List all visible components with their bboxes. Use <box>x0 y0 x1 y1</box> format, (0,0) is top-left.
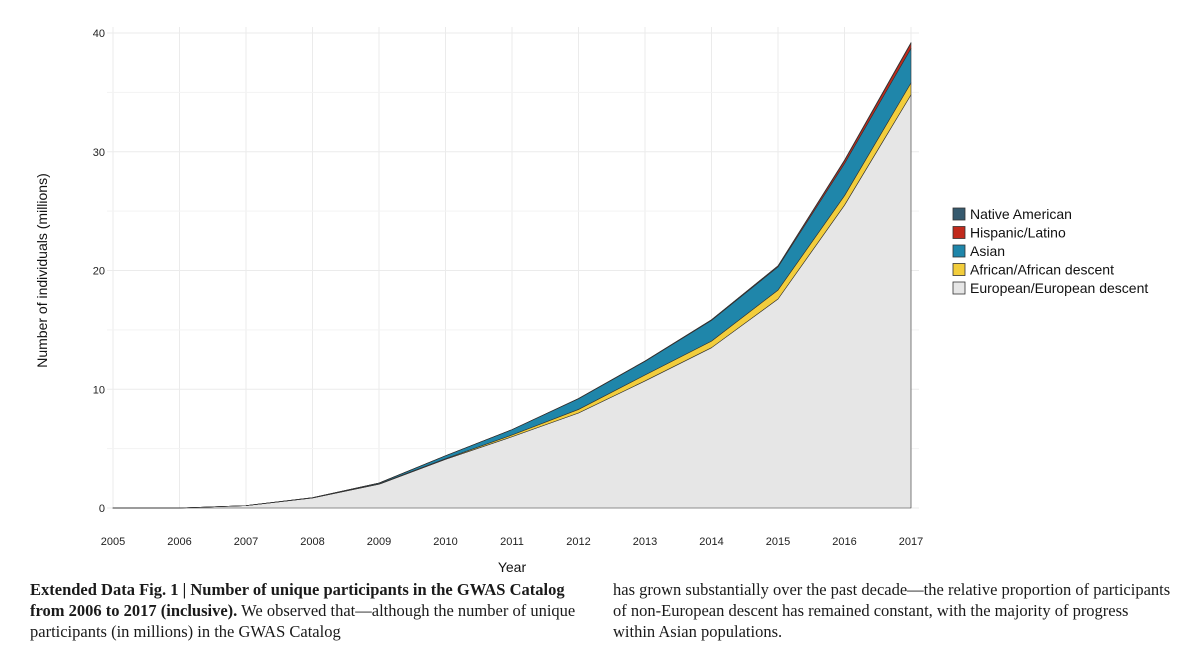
x-tick-label: 2010 <box>433 536 457 548</box>
area-series-group <box>112 42 912 509</box>
y-tick-label: 30 <box>93 147 105 159</box>
x-tick-label: 2007 <box>234 536 258 548</box>
x-tick-label: 2009 <box>367 536 391 548</box>
stacked-area-chart: 2005 2006 2007 2008 2009 2010 2011 2012 2013 2014… <box>34 27 1148 575</box>
x-tick-label: 2011 <box>500 536 524 548</box>
x-tick-label: 2013 <box>633 536 657 548</box>
y-tick-label: 40 <box>93 28 105 40</box>
x-axis-title: Year <box>498 559 527 575</box>
legend-label: Hispanic/Latino <box>970 225 1066 241</box>
legend-label: Native American <box>970 206 1072 222</box>
legend-label: African/African descent <box>970 262 1114 278</box>
legend-label: Asian <box>970 243 1005 259</box>
y-tick-label: 20 <box>93 266 105 278</box>
x-tick-label: 2006 <box>167 536 191 548</box>
y-axis-title: Number of individuals (millions) <box>34 173 50 368</box>
x-axis-ticks: 2005 2006 2007 2008 2009 2010 2011 2012 2013 2014… <box>101 536 923 548</box>
caption-text-2: has grown substantially over the past de… <box>613 580 1171 641</box>
legend-swatch-african-african-descent <box>952 263 966 276</box>
x-tick-label: 2008 <box>300 536 324 548</box>
y-tick-label: 10 <box>93 384 105 396</box>
legend-swatch-asian <box>952 244 966 258</box>
x-tick-label: 2012 <box>566 536 590 548</box>
caption-label: Extended Data Fig. 1 | Number of unique … <box>30 580 565 620</box>
y-axis-ticks: 0 10 20 30 40 <box>93 28 105 515</box>
x-tick-label: 2015 <box>766 536 790 548</box>
caption-column-2: has grown substantially over the past de… <box>613 579 1173 642</box>
legend-label: European/European descent <box>970 280 1148 296</box>
caption-text-1: We observed that—although the number of … <box>30 601 576 641</box>
legend-swatch-european-european-descent <box>952 281 966 295</box>
x-tick-label: 2014 <box>699 536 723 548</box>
x-tick-label: 2017 <box>899 536 923 548</box>
x-tick-label: 2005 <box>101 536 125 548</box>
caption-column-1: Extended Data Fig. 1 | Number of unique … <box>30 579 590 642</box>
legend: Native American Hispanic/Latino Asian Afric… <box>952 206 1148 296</box>
x-tick-label: 2016 <box>832 536 856 548</box>
area-native-american <box>112 42 912 509</box>
legend-swatch-hispanic-latino <box>952 226 966 239</box>
y-tick-label: 0 <box>99 503 105 515</box>
legend-swatch-native-american <box>952 207 966 221</box>
